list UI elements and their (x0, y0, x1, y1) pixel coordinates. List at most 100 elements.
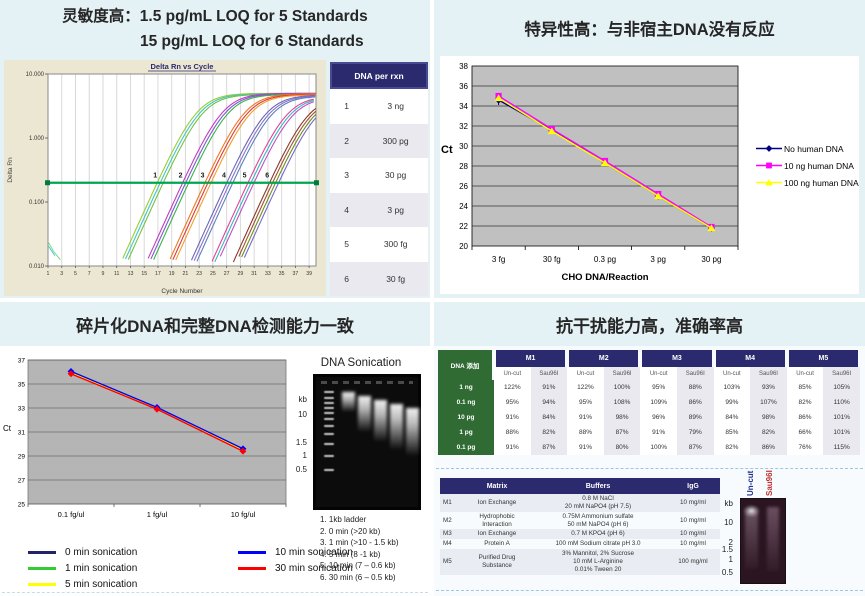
legend-swatch (238, 566, 266, 570)
table-cell: 3% Mannitol, 2% Sucrose 10 mM L-Arginine… (530, 549, 666, 575)
svg-text:20: 20 (459, 242, 468, 251)
specificity-title: 特异性高：与非宿主DNA没有反应 (524, 21, 775, 39)
gel-title: DNA Sonication (320, 357, 402, 369)
table-cell: 30 fg (386, 273, 406, 284)
svg-text:15: 15 (141, 271, 147, 277)
row-label: 10 pg (438, 410, 494, 425)
legend-label: 30 min sonication (275, 562, 353, 574)
table-cell: 5 (344, 239, 350, 250)
gel-ladder-band (324, 391, 334, 393)
interference-title: 抗干扰能力高，准确率高 (434, 302, 865, 346)
table-cell: 3 pg (387, 204, 404, 215)
kb-label: kb (724, 499, 733, 508)
sub-header: Un-cut (567, 367, 604, 380)
ct-axis-label: Ct (3, 424, 11, 433)
table-cell: Purified Drug Substance (464, 549, 530, 575)
svg-text:1: 1 (47, 271, 50, 277)
table-cell: 3 ng (387, 101, 404, 112)
table-cell: 10 mg/ml (680, 540, 706, 548)
table-cell: Ion Exchange (464, 494, 530, 512)
legend-item: 5 min sonication (28, 576, 137, 592)
legend: 0 min sonication 1 min sonication 5 min so… (0, 542, 430, 594)
gel-wells (321, 381, 413, 384)
legend-column: 10 min sonication 30 min sonication (238, 544, 353, 576)
gel-ladder-band (324, 397, 334, 399)
table-cell: 0.7 M KPO4 (pH 6) (530, 529, 666, 540)
gel-smear (745, 513, 758, 569)
sensitivity-title-line1: 灵敏度高：1.5 pg/mL LOQ for 5 Standards (62, 8, 368, 25)
table-row: M1 Ion Exchange 0.8 M NaCl 20 mM NaPO4 (pH… (440, 494, 720, 512)
gel-ladder-band (324, 407, 334, 409)
svg-text:11: 11 (114, 271, 119, 277)
svg-text:4: 4 (222, 173, 226, 180)
svg-text:10.000: 10.000 (26, 72, 45, 78)
table-cell: 88% (676, 380, 714, 395)
svg-text:9: 9 (102, 271, 105, 277)
svg-text:35: 35 (279, 271, 285, 277)
table-row: M5 Purified Drug Substance 3% Mannitol, 2%… (440, 549, 720, 575)
svg-text:0.010: 0.010 (29, 264, 45, 270)
table-cell: 98% (603, 410, 641, 425)
table-cell: 0.8 M NaCl 20 mM NaPO4 (pH 7.5) (530, 494, 666, 512)
svg-text:25: 25 (210, 271, 216, 277)
panel-interference: 抗干扰能力高，准确率高 DNA 添加 M1 M2 M3 M4 M5 Un-cut Sau96I… (434, 302, 865, 596)
table-row: 10 pg 91% 84% 91% 98% 96% 89% 84% 98% 86% 101% (438, 410, 860, 425)
dna-per-rxn-table: DNA per rxn 1 3 ng 2 300 pg 3 30 pg 4 3 pg 5 300 f… (330, 62, 428, 296)
recovery-table: DNA 添加 M1 M2 M3 M4 M5 Un-cut Sau96I Un-cut Sau96I… (438, 350, 863, 455)
svg-text:0.3 pg: 0.3 pg (594, 255, 616, 264)
svg-text:29: 29 (18, 454, 26, 461)
svg-text:19: 19 (169, 271, 175, 277)
table-cell: 88% (567, 425, 604, 440)
column-header: Buffers (530, 478, 666, 494)
svg-text:CHO DNA/Reaction: CHO DNA/Reaction (561, 272, 648, 283)
table-cell: M2 (443, 516, 452, 524)
table-cell: 10 mg/ml (666, 529, 720, 540)
table-row: M3 Ion Exchange 0.7 M KPO4 (pH 6) 10 mg/ml (440, 529, 720, 540)
row-label: 0.1 ng (438, 395, 494, 410)
table-cell: 95% (567, 395, 604, 410)
svg-text:Cycle Number: Cycle Number (161, 288, 203, 295)
sub-header: Sau96I (603, 367, 641, 380)
table-cell: 95% (640, 380, 677, 395)
table-cell: 86% (750, 440, 787, 455)
sonication-chart: 25 27 29 31 33 35 37 0.1 fg/ul 1 fg/ul 10 fg/ul (4, 352, 296, 529)
table-row: M4 Protein A 100 mM Sodium citrate pH 3.0 1… (440, 539, 720, 549)
kb-label: 0.5 (721, 568, 733, 577)
gel-ladder-band (324, 433, 334, 435)
gel-image (740, 498, 786, 584)
table-cell: 95% (494, 395, 531, 410)
svg-text:29: 29 (238, 271, 244, 277)
table-cell: 91% (494, 410, 531, 425)
matrix-group-header: M4 (711, 350, 789, 367)
gel-lane-smear (390, 404, 403, 450)
gel-caption-line: 5. 10 min (7 – 0.6 kb) (320, 561, 396, 570)
matrix-group-header: M3 (638, 350, 716, 367)
svg-text:36: 36 (459, 82, 468, 91)
legend-swatch (28, 566, 56, 570)
svg-text:21: 21 (183, 271, 189, 277)
sub-header: Un-cut (640, 367, 677, 380)
svg-text:Delta Rn vs Cycle: Delta Rn vs Cycle (151, 62, 214, 71)
gel-ladder-band (324, 469, 334, 471)
table-cell: 87% (603, 425, 641, 440)
legend-swatch (238, 550, 266, 554)
svg-text:23: 23 (196, 271, 202, 277)
legend-item: 10 ng human DNA (756, 157, 859, 174)
svg-text:0.1 fg/ul: 0.1 fg/ul (58, 510, 85, 519)
legend-swatch (28, 582, 56, 586)
ct-axis-label: Ct (441, 144, 453, 156)
svg-text:1 fg/ul: 1 fg/ul (147, 510, 168, 519)
gel-caption-line: 3. 1 min (>10 - 1.5 kb) (320, 538, 399, 547)
table-cell: 100 mM Sodium citrate pH 3.0 (555, 540, 641, 548)
legend-marker (756, 162, 782, 169)
table-cell: 101% (823, 425, 860, 440)
table-cell: 66% (786, 425, 824, 440)
sub-header: Un-cut (713, 367, 751, 380)
gel-ladder-band (324, 443, 334, 445)
svg-text:5: 5 (243, 173, 247, 180)
gel-ladder-band (324, 418, 334, 420)
sub-header: Un-cut (494, 367, 531, 380)
table-cell: Ion Exchange (464, 529, 530, 540)
svg-text:39: 39 (306, 271, 312, 277)
